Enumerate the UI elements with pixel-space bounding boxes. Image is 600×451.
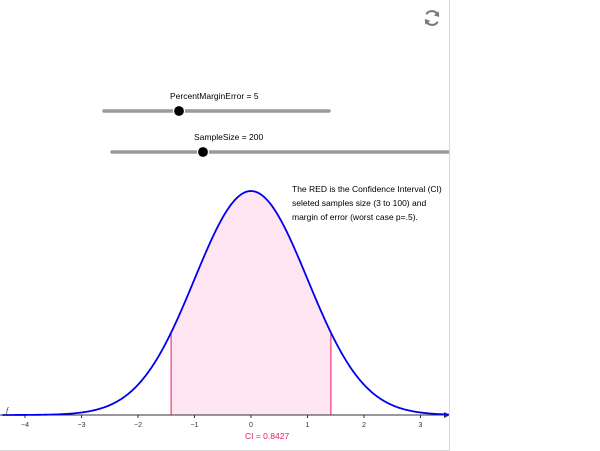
reset-arrows-icon: [424, 10, 440, 26]
x-tick-label: −1: [191, 422, 199, 429]
normal-curve: [2, 190, 449, 416]
percent-margin-error-label: PercentMarginError = 5: [170, 91, 259, 101]
x-tick-label: 1: [306, 422, 310, 429]
x-tick-label: −4: [21, 422, 29, 429]
info-text: The RED is the Confidence Interval (CI) …: [292, 184, 442, 222]
sample-size-slider-knob[interactable]: [196, 145, 210, 159]
x-tick-label: 0: [249, 422, 253, 429]
x-tick-label: 2: [362, 422, 366, 429]
reset-button[interactable]: [421, 7, 443, 29]
ci-shaded-region: [171, 191, 331, 415]
ci-value-label: CI = 0.8427: [245, 431, 290, 441]
x-tick-label: 3: [419, 422, 423, 429]
function-label: f: [6, 406, 10, 415]
x-tick-label: −3: [78, 422, 86, 429]
x-tick-label: −2: [134, 422, 142, 429]
percent-margin-error-slider-knob[interactable]: [172, 104, 186, 118]
geogebra-applet: −4 −3 −2 −1 0 1 2 3 f PercentMarginError = 5 Sa…: [0, 0, 450, 451]
graphics-view[interactable]: −4 −3 −2 −1 0 1 2 3 f: [0, 0, 450, 451]
sample-size-label: SampleSize = 200: [194, 132, 264, 142]
